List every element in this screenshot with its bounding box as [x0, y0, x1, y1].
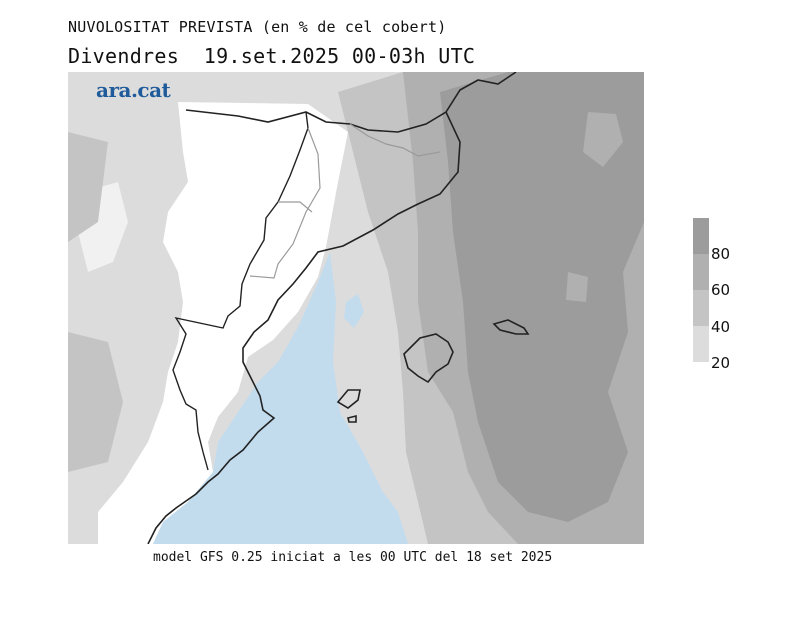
country-border [172, 111, 309, 471]
map-title: NUVOLOSITAT PREVISTA (en % de cel cobert… [68, 18, 447, 36]
legend-swatch-60-80 [693, 254, 709, 290]
legend-swatch-20-40 [693, 326, 709, 362]
legend-swatch-40-60 [693, 290, 709, 326]
island-menorca [492, 319, 530, 335]
legend-label-60: 60 [711, 281, 731, 299]
legend-swatch-80-100 [693, 218, 709, 254]
island-formentera [347, 414, 357, 423]
cloud-cover-legend [693, 218, 709, 362]
cloud-band-60-80-patch [566, 272, 588, 302]
map-valid-time: Divendres 19.set.2025 00-03h UTC [68, 44, 476, 68]
legend-label-40: 40 [711, 318, 731, 336]
cloud-band-40-60-west [68, 132, 108, 242]
clear-area-sea-patch [344, 294, 364, 328]
island-ibiza [336, 389, 361, 409]
coastline [147, 72, 517, 544]
region-border-north [349, 123, 441, 157]
cloud-band-40-60-sw [68, 332, 123, 472]
region-border-catalonia [249, 127, 321, 279]
legend-label-20: 20 [711, 354, 731, 372]
legend-label-80: 80 [711, 245, 731, 263]
cloud-band-60-80-hole [583, 112, 623, 167]
cloud-cover-map [68, 72, 644, 544]
island-mallorca [403, 333, 454, 384]
cloud-band-80-100 [440, 72, 644, 522]
clear-area-sea [153, 252, 408, 544]
model-run-info: model GFS 0.25 iniciat a les 00 UTC del … [153, 550, 553, 565]
ara-cat-logo: ara.cat [96, 78, 171, 102]
clear-area-land [98, 102, 348, 544]
